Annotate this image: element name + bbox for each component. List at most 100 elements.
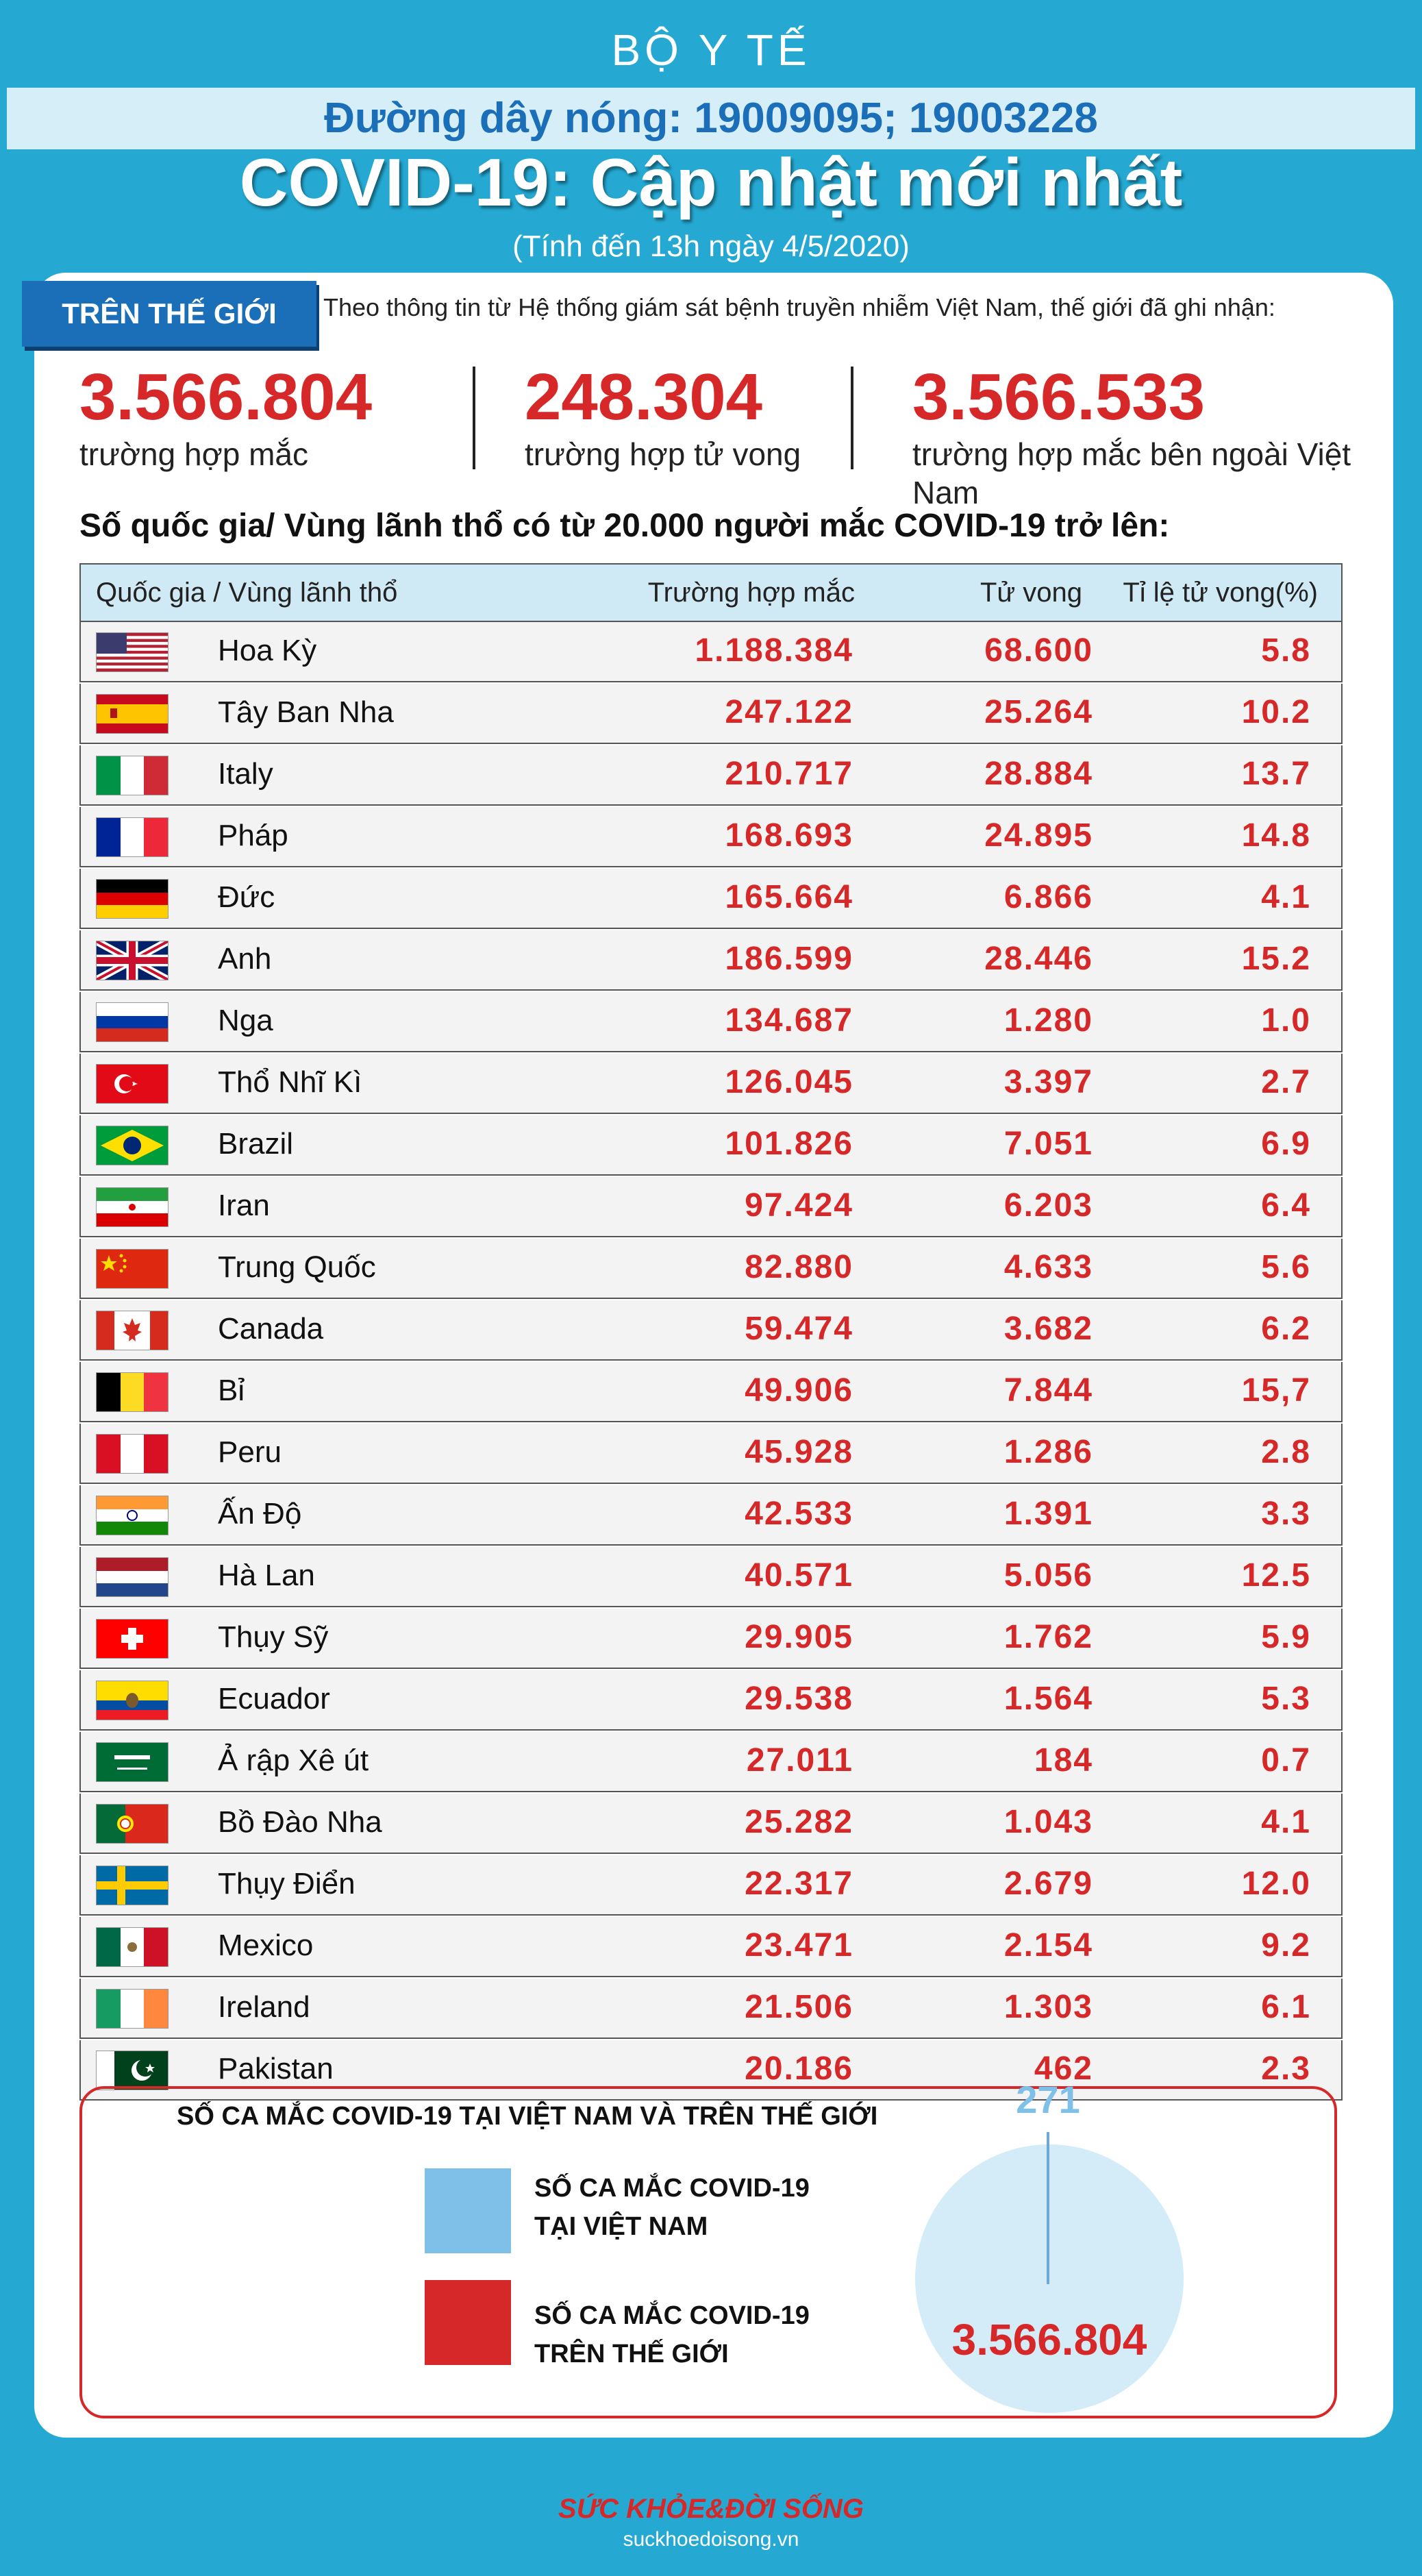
brand-title: BỘ Y TẾ [611,25,811,75]
cell-country: Hoa Kỳ [218,634,317,667]
comparison-box [79,2086,1337,2418]
canada-flag-icon [96,1311,169,1350]
cell-rate: 9.2 [1261,1927,1311,1964]
india-flag-icon [96,1496,169,1535]
spain-flag-icon [96,694,169,734]
cell-cases: 27.011 [746,1742,853,1779]
cell-cases: 42.533 [745,1496,853,1532]
legend-line: SỐ CA MẮC COVID-19 [534,2301,810,2330]
cell-country: Ireland [218,1990,310,2024]
cell-country: Bỉ [218,1374,245,1407]
cell-deaths: 24.895 [984,817,1093,854]
page-title: COVID-19: Cập nhật mới nhất [239,145,1183,220]
cell-cases: 165.664 [725,879,853,915]
table-row: Pakistan 20.186 462 2.3 [79,2040,1343,2101]
cell-rate: 4.1 [1261,1804,1311,1840]
section-intro: Theo thông tin từ Hệ thống giám sát bệnh… [323,293,1275,321]
cell-cases: 210.717 [725,756,853,792]
cell-country: Tây Ban Nha [218,695,394,729]
belgium-flag-icon [96,1372,169,1412]
cell-cases: 101.826 [725,1126,853,1162]
footer-logo: SỨC KHỎE&ĐỜI SỐNG [558,2494,864,2524]
cell-country: Pháp [218,819,288,852]
cell-country: Anh [218,942,272,976]
italy-flag-icon [96,756,169,795]
pakistan-flag-icon [96,2051,169,2090]
footer-url[interactable]: suckhoedoisong.vn [623,2528,799,2551]
stat-total-cases: 3.566.804 trường hợp mắc [79,360,372,473]
ecuador-flag-icon [96,1681,169,1720]
cell-country: Đức [218,880,275,914]
table-title: Số quốc gia/ Vùng lãnh thổ có từ 20.000 … [79,508,1170,544]
header-country: Quốc gia / Vùng lãnh thổ [96,578,398,608]
table-row: Anh 186.599 28.446 15.2 [79,930,1343,991]
table-row: Peru 45.928 1.286 2.8 [79,1424,1343,1484]
table-row: Iran 97.424 6.203 6.4 [79,1177,1343,1237]
cell-deaths: 462 [1034,2051,1093,2087]
table-row: Brazil 101.826 7.051 6.9 [79,1115,1343,1176]
table-header: Quốc gia / Vùng lãnh thổ Trường hợp mắc … [79,563,1343,622]
uk-flag-icon [96,941,169,980]
cell-cases: 20.186 [745,2051,853,2087]
cell-country: Peru [218,1435,282,1469]
hotline-band [7,88,1415,149]
cell-country: Canada [218,1312,324,1346]
cell-country: Thổ Nhĩ Kì [218,1065,362,1099]
cell-rate: 14.8 [1241,817,1311,854]
cell-country: Bồ Đào Nha [218,1805,382,1839]
cell-deaths: 1.564 [1003,1681,1093,1717]
cell-cases: 126.045 [725,1064,853,1100]
china-flag-icon [96,1249,169,1289]
brazil-flag-icon [96,1126,169,1165]
mexico-flag-icon [96,1927,169,1967]
cell-deaths: 28.446 [984,941,1093,977]
legend-swatch-vietnam [425,2168,511,2253]
cell-rate: 1.0 [1261,1002,1311,1039]
stat-cases-outside-vietnam: 3.566.533 trường hợp mắc bên ngoài Việt … [912,360,1422,512]
cell-deaths: 4.633 [1003,1249,1093,1285]
header-deaths: Tử vong [980,578,1082,608]
switzerland-flag-icon [96,1619,169,1659]
cell-deaths: 25.264 [984,694,1093,730]
table-row: Tây Ban Nha 247.122 25.264 10.2 [79,684,1343,744]
cell-rate: 6.2 [1261,1311,1311,1347]
table-row: Bồ Đào Nha 25.282 1.043 4.1 [79,1794,1343,1854]
cell-deaths: 28.884 [984,756,1093,792]
cell-cases: 45.928 [745,1434,853,1470]
table-row: Ecuador 29.538 1.564 5.3 [79,1670,1343,1731]
cell-rate: 2.7 [1261,1064,1311,1100]
cell-deaths: 1.391 [1003,1496,1093,1532]
cell-cases: 49.906 [745,1372,853,1409]
cell-rate: 13.7 [1241,756,1311,792]
cell-country: Nga [218,1004,273,1037]
cell-cases: 29.905 [745,1619,853,1655]
cell-country: Italy [218,757,273,791]
cell-country: Mexico [218,1929,314,1962]
cell-rate: 5.6 [1261,1249,1311,1285]
cell-country: Ả rập Xê út [218,1744,369,1777]
cell-cases: 59.474 [745,1311,853,1347]
comparison-vietnam-value: 271 [1016,2078,1080,2121]
table-row: Bỉ 49.906 7.844 15,7 [79,1362,1343,1422]
table-row: Thụy Sỹ 29.905 1.762 5.9 [79,1609,1343,1669]
legend-line: TRÊN THẾ GIỚI [534,2340,729,2368]
us-flag-icon [96,632,169,672]
cell-cases: 22.317 [745,1866,853,1902]
cell-cases: 168.693 [725,817,853,854]
cell-rate: 5.8 [1261,632,1311,669]
stat-label: trường hợp mắc bên ngoài Việt Nam [912,436,1351,510]
cell-cases: 97.424 [745,1187,853,1224]
table-row: Đức 165.664 6.866 4.1 [79,869,1343,929]
legend-line: SỐ CA MẮC COVID-19 [534,2174,810,2203]
stat-label: trường hợp tử vong [525,436,801,472]
cell-deaths: 1.303 [1003,1989,1093,2025]
cell-deaths: 6.866 [1003,879,1093,915]
cell-rate: 15.2 [1241,941,1311,977]
cell-deaths: 2.154 [1003,1927,1093,1964]
iran-flag-icon [96,1187,169,1227]
cell-deaths: 3.397 [1003,1064,1093,1100]
cell-country: Thụy Sỹ [218,1620,329,1654]
stat-label: trường hợp mắc [79,436,309,472]
table-row: Hà Lan 40.571 5.056 12.5 [79,1547,1343,1607]
cell-country: Iran [218,1189,270,1222]
